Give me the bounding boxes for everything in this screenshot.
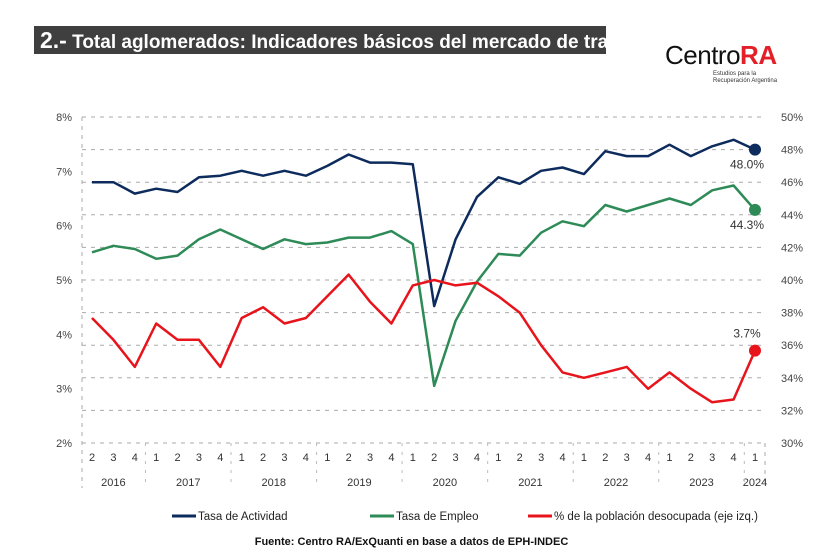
right-tick-label: 38%: [781, 308, 803, 320]
left-tick-label: 7%: [56, 166, 72, 178]
quarter-label: 1: [324, 452, 330, 464]
title-text: Total aglomerados: Indicadores básicos d…: [72, 32, 648, 53]
series-line-0: [92, 138, 756, 308]
series-end-marker-1: [749, 203, 761, 216]
title-number: 2.-: [40, 27, 67, 53]
left-tick-label: 4%: [56, 329, 72, 341]
chart-title: 2.- Total aglomerados: Indicadores básic…: [34, 26, 647, 54]
quarter-label: 1: [752, 452, 758, 464]
quarter-label: 2: [517, 452, 523, 464]
series-end-marker-2: [749, 344, 761, 357]
quarter-label: 4: [731, 452, 737, 464]
series-line-1: [91, 184, 756, 388]
quarter-label: 1: [239, 452, 245, 464]
year-label: 2019: [347, 477, 371, 489]
quarter-label: 2: [89, 452, 95, 464]
right-tick-label: 46%: [781, 177, 803, 189]
quarter-label: 4: [303, 452, 309, 464]
quarter-label: 3: [110, 452, 116, 464]
quarter-label: 1: [153, 452, 159, 464]
right-tick-label: 30%: [781, 438, 803, 450]
quarter-label: 4: [559, 452, 565, 464]
left-tick-label: 5%: [56, 275, 72, 287]
right-tick-label: 42%: [781, 242, 803, 254]
logo-subtitle: Estudios para la Recuperación Argentina: [713, 71, 778, 84]
year-label: 2023: [689, 477, 713, 489]
quarter-label: 3: [538, 452, 544, 464]
end-data-label-2: 3.7%: [733, 327, 761, 341]
quarter-label: 2: [260, 452, 266, 464]
quarter-label: 3: [624, 452, 630, 464]
quarter-label: 1: [495, 452, 501, 464]
right-tick-label: 50%: [781, 112, 803, 124]
right-tick-label: 40%: [781, 275, 803, 287]
right-tick-label: 36%: [781, 340, 803, 352]
quarter-label: 2: [346, 452, 352, 464]
year-label: 2016: [101, 477, 125, 489]
left-tick-label: 8%: [56, 112, 72, 124]
year-label: 2017: [176, 477, 200, 489]
quarter-label: 4: [388, 452, 394, 464]
quarter-label: 2: [602, 452, 608, 464]
quarter-label: 3: [367, 452, 373, 464]
quarter-label: 1: [666, 452, 672, 464]
legend-label-1: Tasa de Empleo: [396, 511, 478, 523]
logo-main: Centro: [665, 40, 741, 70]
quarter-label: 3: [196, 452, 202, 464]
series-line-2: [91, 273, 757, 404]
quarter-label: 2: [688, 452, 694, 464]
left-tick-label: 3%: [56, 384, 72, 396]
year-label: 2020: [433, 477, 457, 489]
right-tick-label: 48%: [781, 145, 803, 157]
end-data-label-0: 48.0%: [730, 158, 764, 172]
quarter-label: 3: [709, 452, 715, 464]
year-label: 2024: [743, 477, 767, 489]
centro-ra-logo: CentroRA Estudios para la Recuperación A…: [665, 40, 795, 85]
quarter-label: 3: [281, 452, 287, 464]
quarter-label: 2: [431, 452, 437, 464]
quarter-label: 3: [453, 452, 459, 464]
legend-label-0: Tasa de Actividad: [198, 511, 288, 523]
quarter-label: 1: [410, 452, 416, 464]
left-tick-label: 2%: [56, 438, 72, 450]
year-label: 2021: [518, 477, 542, 489]
quarter-label: 4: [645, 452, 651, 464]
logo-accent: RA: [740, 40, 777, 70]
year-label: 2022: [604, 477, 628, 489]
source-note: Fuente: Centro RA/ExQuanti en base a dat…: [254, 536, 569, 548]
left-tick-label: 6%: [56, 221, 72, 233]
quarter-label: 4: [474, 452, 480, 464]
quarter-label: 2: [174, 452, 180, 464]
legend-label-2: % de la población desocupada (eje izq.): [554, 511, 758, 523]
quarter-label: 4: [132, 452, 138, 464]
right-tick-label: 32%: [781, 405, 803, 417]
right-tick-label: 44%: [781, 210, 803, 222]
series-end-marker-0: [749, 143, 761, 156]
end-data-label-1: 44.3%: [730, 218, 764, 232]
right-tick-label: 34%: [781, 373, 803, 385]
quarter-label: 4: [217, 452, 223, 464]
year-label: 2018: [262, 477, 286, 489]
quarter-label: 1: [581, 452, 587, 464]
